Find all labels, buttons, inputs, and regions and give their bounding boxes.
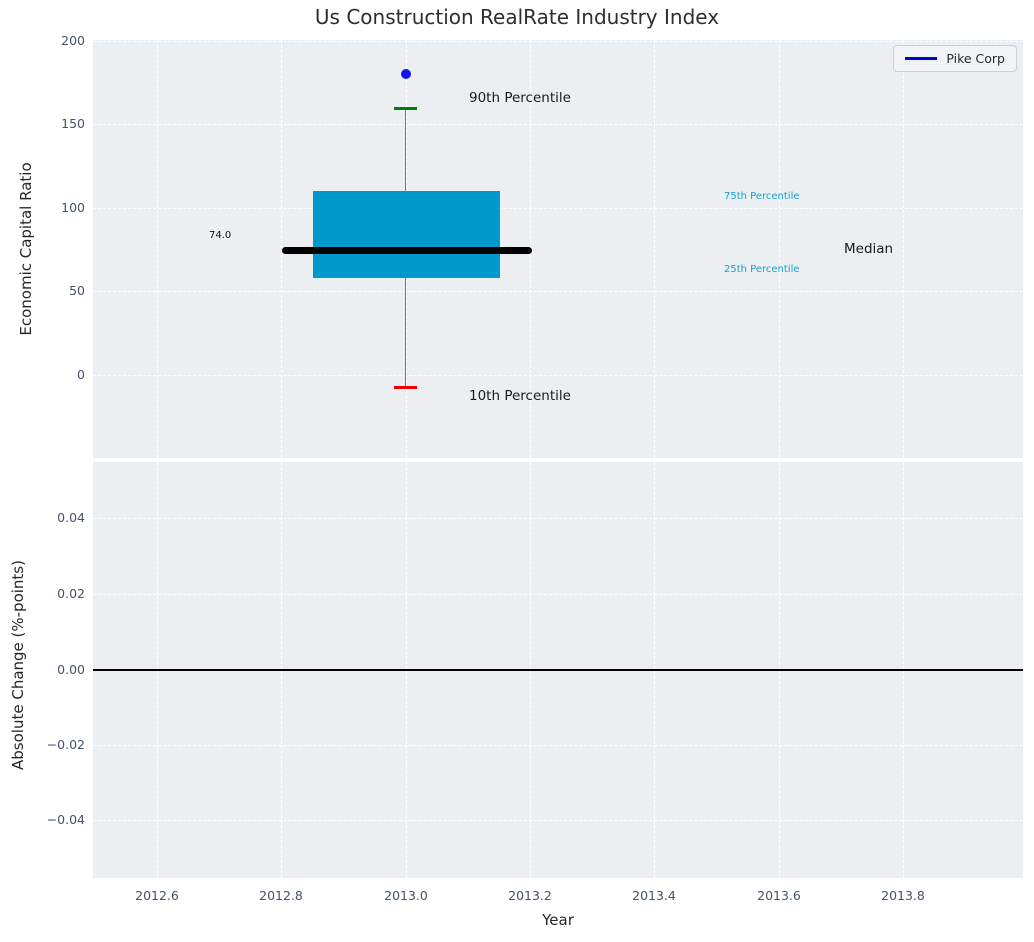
y-axis-label-top: Economic Capital Ratio (17, 162, 35, 336)
pike-corp-marker (401, 69, 411, 79)
p10-label: 10th Percentile (469, 388, 571, 404)
chart-title: Us Construction RealRate Industry Index (314, 5, 720, 29)
median-line (282, 247, 532, 254)
y-tick-label: −0.04 (46, 812, 85, 827)
p75-label: 75th Percentile (724, 191, 800, 202)
y-tick-label: 150 (61, 116, 85, 131)
gridline (157, 40, 158, 458)
gridline (93, 291, 1023, 292)
y-tick-label: 0.04 (57, 510, 85, 525)
p90-label: 90th Percentile (469, 90, 571, 106)
p25-label: 25th Percentile (724, 264, 800, 275)
gridline (903, 40, 904, 458)
gridline (93, 208, 1023, 209)
y-tick-label: 0.02 (57, 586, 85, 601)
p90-cap (394, 107, 417, 110)
gridline (93, 820, 1023, 821)
x-tick-label: 2012.8 (259, 888, 303, 903)
median-label: Median (844, 241, 894, 257)
gridline (779, 40, 780, 458)
x-tick-label: 2013.8 (881, 888, 925, 903)
y-tick-label: 200 (61, 33, 85, 48)
x-tick-label: 2013.2 (508, 888, 552, 903)
median-value-label: 74.0 (209, 230, 232, 241)
x-tick-label: 2013.0 (384, 888, 428, 903)
gridline (93, 124, 1023, 125)
gridline (93, 41, 1023, 42)
x-axis-label: Year (542, 911, 574, 929)
iqr-box (313, 191, 500, 278)
top-plot-area: 90th Percentile 10th Percentile 75th Per… (93, 40, 1023, 458)
y-tick-label: −0.02 (46, 737, 85, 752)
zero-line (93, 669, 1023, 671)
y-axis-label-bottom: Absolute Change (%-points) (9, 560, 27, 770)
p10-cap (394, 386, 417, 389)
legend-label: Pike Corp (946, 51, 1005, 66)
y-tick-label: 100 (61, 200, 85, 215)
y-tick-label: 0 (77, 367, 85, 382)
x-tick-label: 2012.6 (135, 888, 179, 903)
gridline (93, 518, 1023, 519)
gridline (93, 594, 1023, 595)
gridline (281, 40, 282, 458)
y-tick-label: 0.00 (57, 662, 85, 677)
x-tick-label: 2013.6 (757, 888, 801, 903)
gridline (654, 40, 655, 458)
y-tick-label: 50 (69, 283, 85, 298)
bottom-plot-area (93, 462, 1023, 878)
gridline (93, 375, 1023, 376)
legend: Pike Corp (893, 45, 1017, 72)
gridline (93, 745, 1023, 746)
legend-line-sample (905, 57, 938, 60)
x-tick-label: 2013.4 (632, 888, 676, 903)
